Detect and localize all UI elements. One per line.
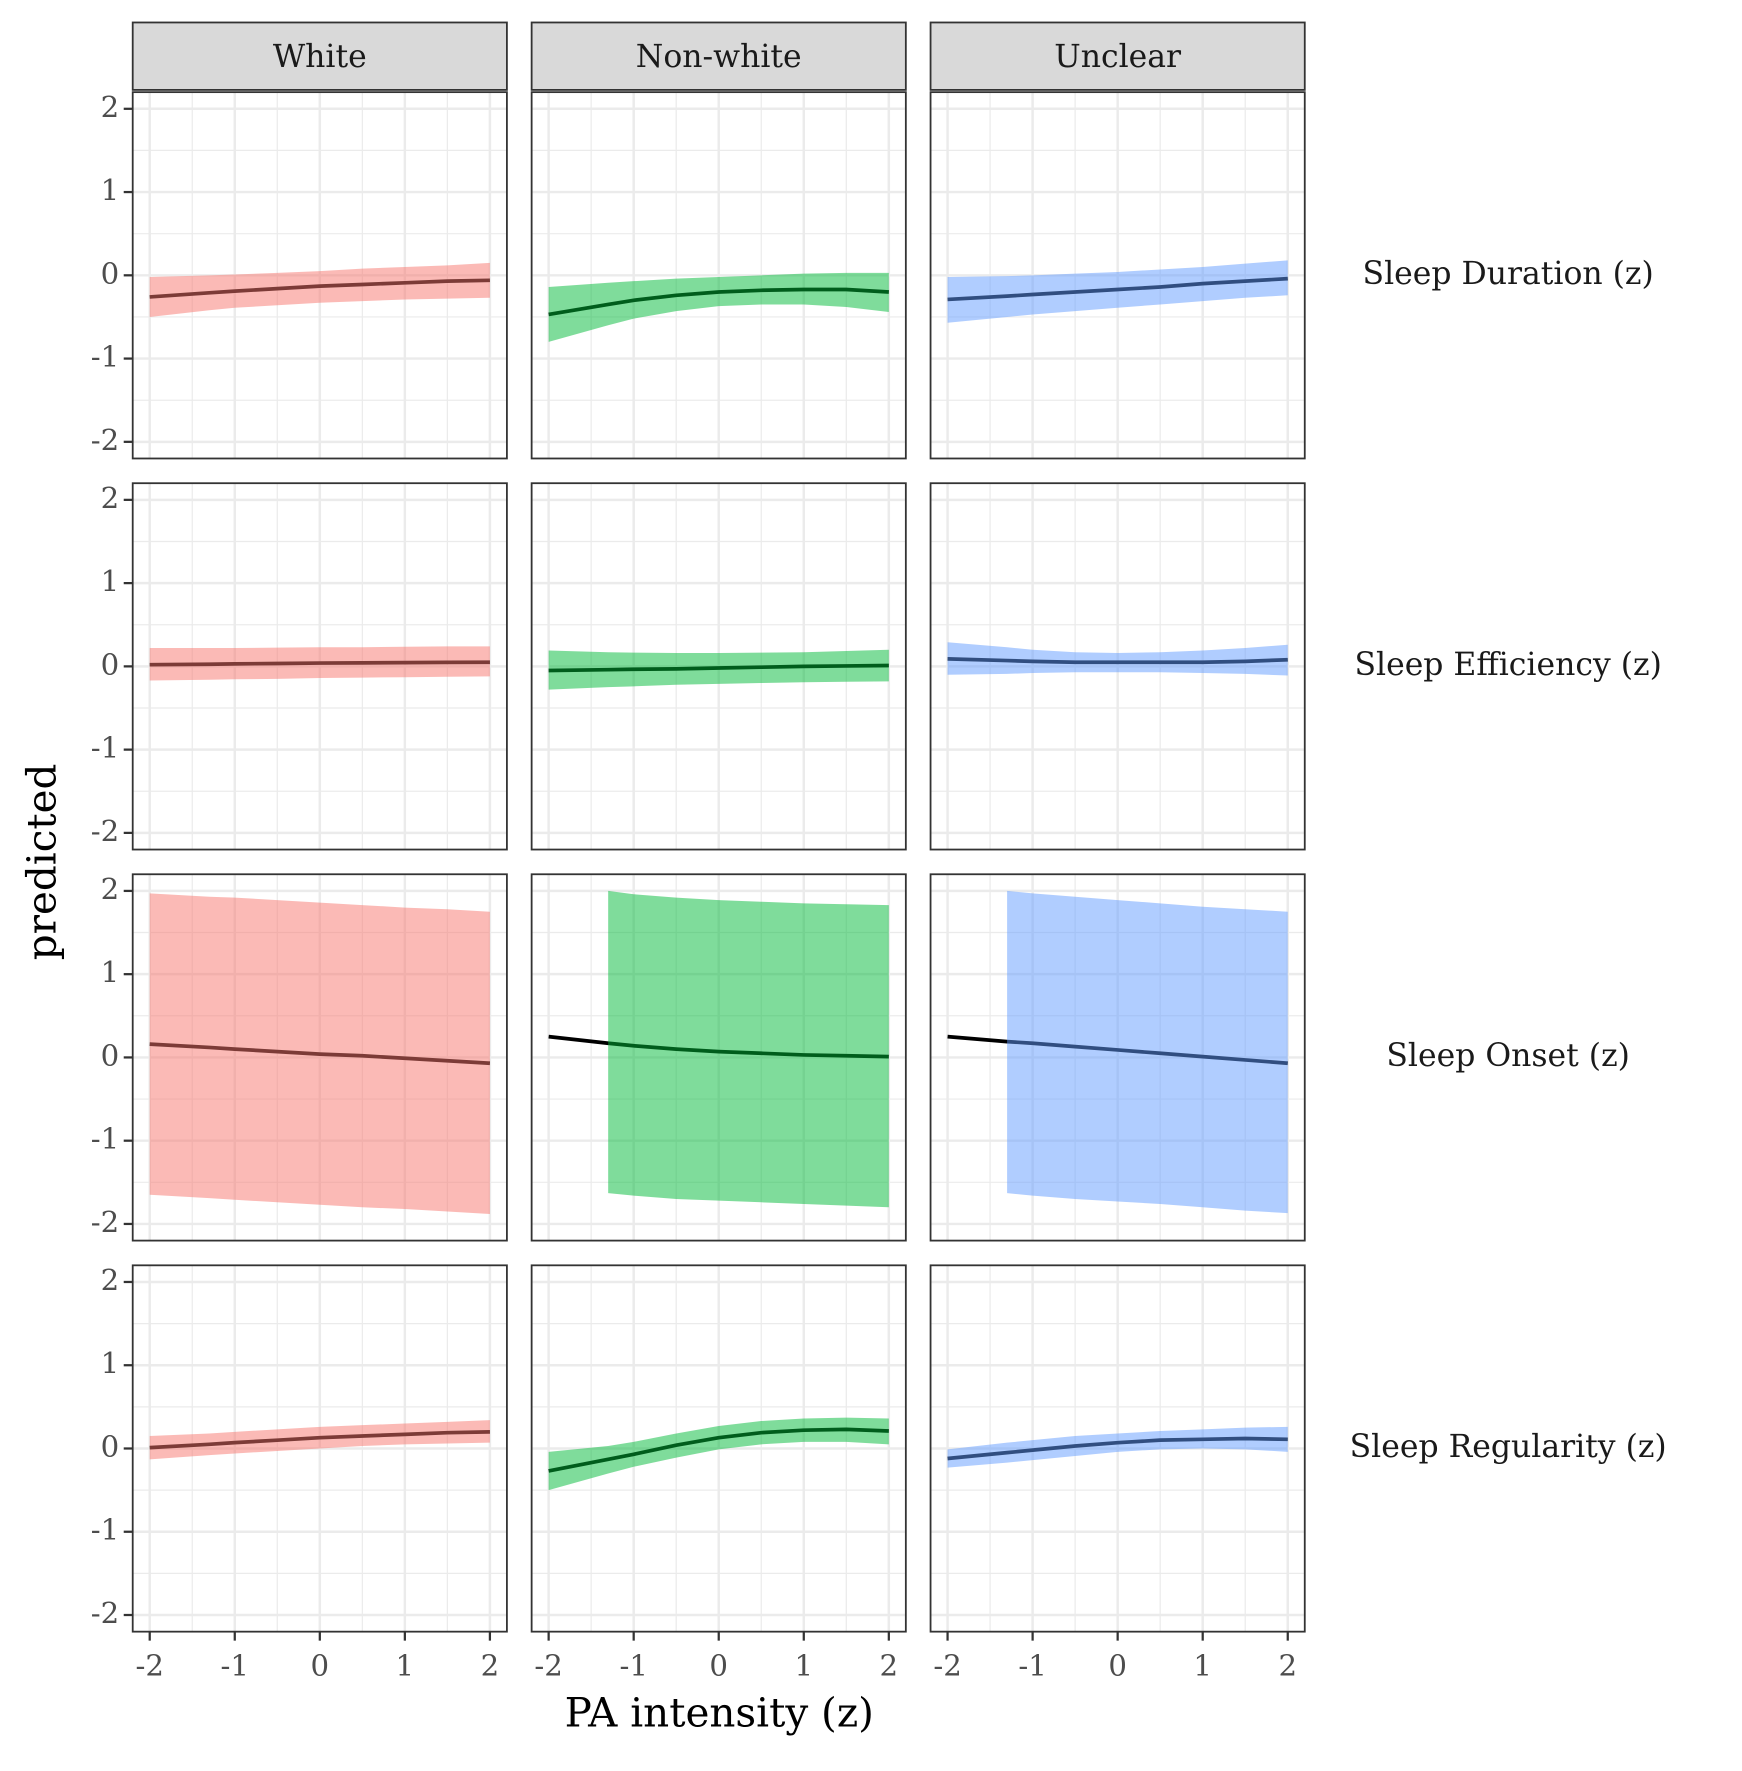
x-tick-label: 1 (1193, 1649, 1212, 1683)
y-tick-label: -2 (91, 1205, 119, 1239)
confidence-band (1007, 890, 1288, 1214)
row-label: Sleep Duration (z) (1363, 256, 1654, 292)
x-tick-label: -2 (135, 1649, 163, 1683)
x-tick-label: 2 (1278, 1649, 1297, 1683)
y-tick-label: 1 (101, 173, 120, 207)
x-axis-title: PA intensity (z) (565, 1688, 874, 1736)
x-tick-label: -1 (1018, 1649, 1046, 1683)
y-tick-label: 1 (101, 564, 120, 598)
x-tick-label: 2 (880, 1649, 899, 1683)
y-tick-label: -1 (91, 1122, 119, 1156)
confidence-band (149, 262, 490, 317)
panel-border (530, 873, 907, 1242)
y-tick-label: 2 (101, 90, 120, 124)
strip (131, 21, 508, 91)
strip-label: White (273, 39, 367, 75)
confidence-band (149, 1420, 490, 1460)
panel-border (929, 873, 1306, 1242)
y-tick-label: 2 (101, 1263, 120, 1297)
x-tick-label: -1 (221, 1649, 249, 1683)
confidence-band (947, 260, 1288, 323)
x-tick-label: -1 (619, 1649, 647, 1683)
y-tick-label: 2 (101, 872, 120, 906)
y-tick-label: -1 (91, 731, 119, 765)
x-tick-label: 0 (709, 1649, 728, 1683)
confidence-band (548, 649, 889, 690)
confidence-band (947, 1426, 1288, 1468)
row-label: Sleep Onset (z) (1386, 1038, 1630, 1074)
y-axis-title: predicted (18, 764, 66, 961)
x-tick-label: 1 (794, 1649, 813, 1683)
y-tick-label: 1 (101, 1346, 120, 1380)
confidence-band (548, 1417, 889, 1491)
x-tick-label: 0 (311, 1649, 330, 1683)
y-tick-label: -2 (91, 814, 119, 848)
panel-border (929, 91, 1306, 460)
y-tick-label: -2 (91, 1596, 119, 1630)
y-tick-label: 0 (101, 256, 120, 290)
panel-border (530, 91, 907, 460)
confidence-band (149, 893, 490, 1214)
panel-border (530, 482, 907, 851)
y-tick-label: 0 (101, 1429, 120, 1463)
x-tick-label: -2 (933, 1649, 961, 1683)
row-label: Sleep Efficiency (z) (1354, 647, 1661, 683)
y-tick-label: 2 (101, 481, 120, 515)
x-tick-label: 2 (481, 1649, 500, 1683)
x-tick-label: -2 (534, 1649, 562, 1683)
y-tick-label: 1 (101, 955, 120, 989)
confidence-band (548, 272, 889, 342)
confidence-band (608, 890, 889, 1208)
y-tick-label: -1 (91, 340, 119, 374)
y-tick-label: -2 (91, 423, 119, 457)
x-tick-label: 1 (396, 1649, 415, 1683)
strip-label: Non-white (636, 39, 802, 75)
x-tick-label: 0 (1108, 1649, 1127, 1683)
y-tick-label: -1 (91, 1513, 119, 1547)
strip (929, 21, 1306, 91)
y-tick-label: 0 (101, 647, 120, 681)
confidence-band (149, 646, 490, 681)
y-tick-label: 0 (101, 1038, 120, 1072)
panel-border (929, 482, 1306, 851)
strip (530, 21, 907, 91)
row-label: Sleep Regularity (z) (1350, 1429, 1667, 1465)
strip-label: Unclear (1054, 39, 1182, 75)
